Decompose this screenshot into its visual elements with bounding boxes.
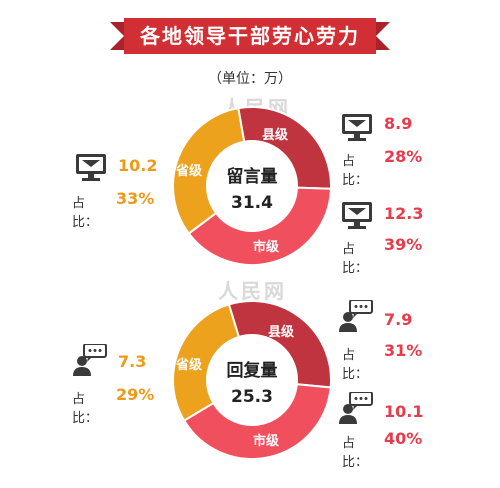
donut-hole	[208, 142, 296, 230]
slice-label-county: 县级	[268, 325, 295, 340]
person-chat-icon	[339, 300, 373, 332]
center-label-replies: 回复量 25.3	[204, 356, 300, 407]
center-title: 回复量	[226, 361, 278, 381]
share-label: 占比：	[72, 196, 99, 230]
donut-slice-province	[172, 303, 241, 422]
person-chat-icon	[339, 392, 373, 424]
slice-value: 7.9	[384, 310, 413, 329]
slice-label-city: 市级	[253, 434, 280, 449]
slice-value: 12.3	[384, 204, 424, 223]
donut-slice-city	[182, 383, 332, 460]
share-label: 占比：	[72, 392, 99, 426]
watermark-bottom: 人民网	[218, 279, 287, 303]
unit-label: （单位：万）	[208, 71, 292, 87]
donut-slice-province	[172, 107, 246, 235]
monitor-mail-icon	[76, 154, 106, 181]
center-total: 25.3	[231, 387, 273, 407]
share-label: 占比：	[342, 154, 369, 188]
donut-chart-messages	[172, 106, 332, 266]
center-total: 31.4	[231, 193, 273, 213]
person-chat-icon	[73, 344, 107, 376]
share-value: 39%	[384, 235, 423, 254]
donut-slice-city	[187, 186, 332, 266]
page-title: 各地领导干部劳心劳力	[140, 24, 360, 48]
title-banner: 各地领导干部劳心劳力	[110, 16, 390, 56]
center-title: 留言量	[226, 167, 278, 187]
slice-value: 8.9	[384, 114, 413, 133]
share-label: 占比：	[342, 242, 369, 276]
share-value: 40%	[384, 429, 423, 448]
donut-slice-county	[227, 300, 332, 389]
share-value: 29%	[116, 385, 155, 404]
slice-value: 10.1	[384, 402, 424, 421]
share-label: 占比：	[342, 436, 369, 470]
donut-hole	[208, 336, 296, 424]
share-value: 33%	[116, 189, 155, 208]
monitor-mail-icon	[342, 114, 372, 141]
share-label: 占比：	[342, 348, 369, 382]
slice-label-province: 省级	[176, 164, 203, 179]
center-label-messages: 留言量 31.4	[204, 162, 300, 213]
slice-label-province: 省级	[176, 358, 203, 373]
share-value: 28%	[384, 147, 423, 166]
slice-label-county: 县级	[262, 128, 289, 143]
donut-chart-replies	[172, 300, 332, 460]
monitor-mail-icon	[342, 202, 372, 229]
slice-label-city: 市级	[253, 240, 280, 255]
banner-ribbon	[110, 18, 390, 54]
slice-value: 10.2	[118, 156, 158, 175]
share-value: 31%	[384, 341, 423, 360]
slice-value: 7.3	[118, 352, 147, 371]
